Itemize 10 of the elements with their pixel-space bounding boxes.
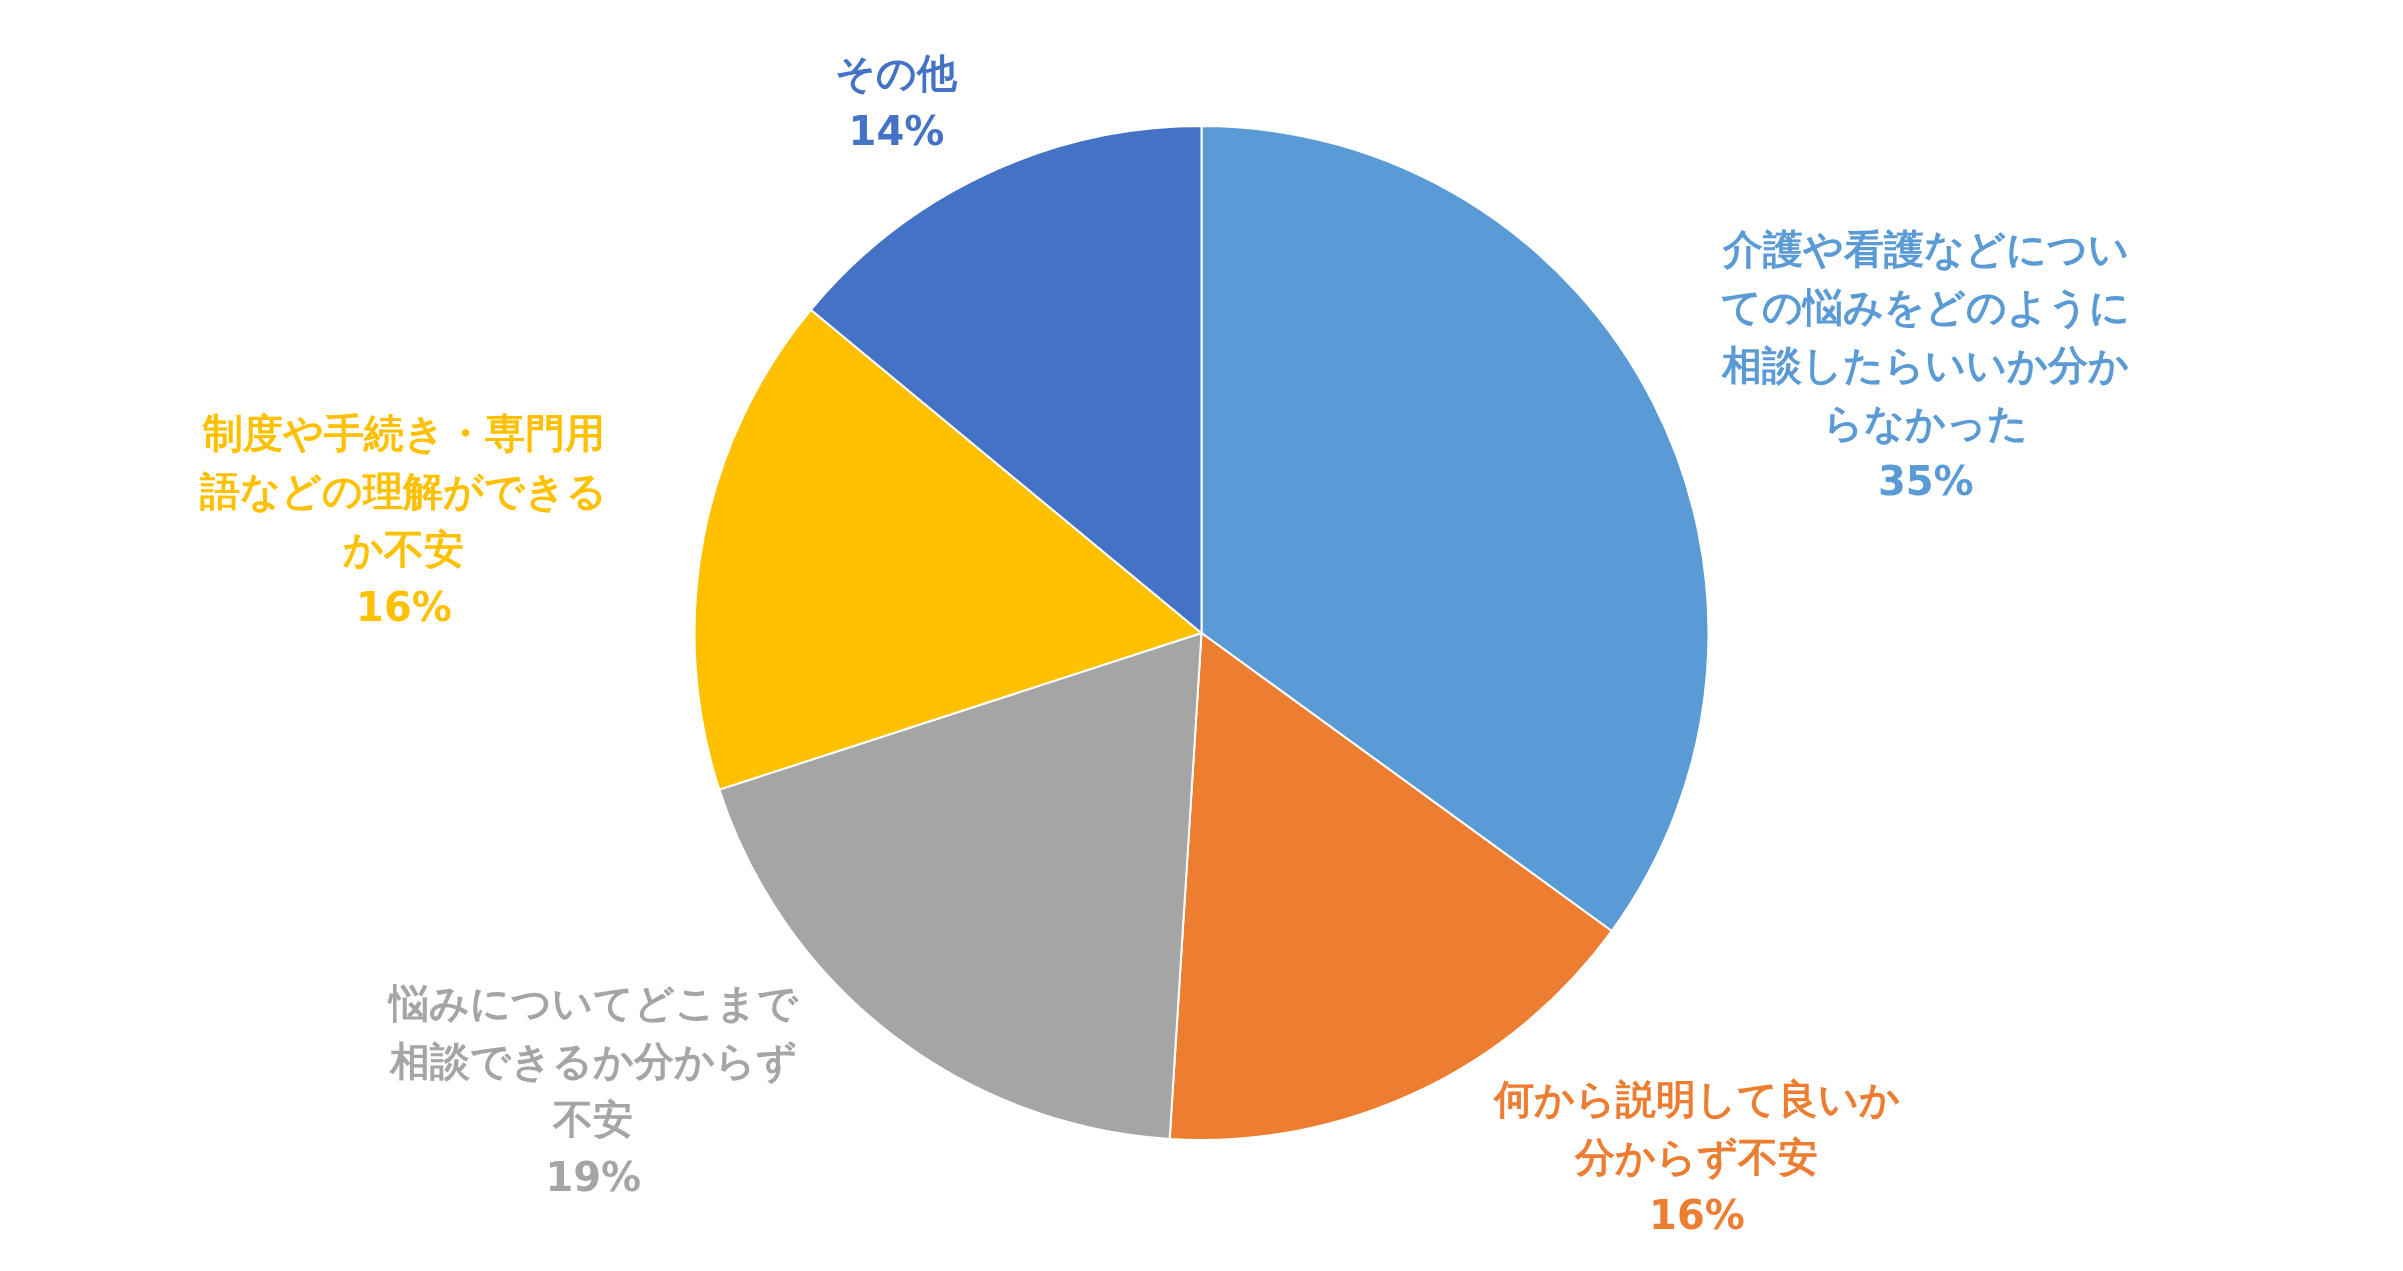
slice-label: その他 xyxy=(835,49,959,96)
data-label: 16% xyxy=(1649,1191,1745,1238)
data-label: 19% xyxy=(545,1154,642,1201)
slice-label: 何から説明して良いか分からず不安 xyxy=(1491,1075,1900,1181)
slice-label: 悩みについてどこまで相談できるか分からず不安 xyxy=(386,980,799,1143)
data-label: 35% xyxy=(1877,457,1974,504)
slice-label: 制度や手続き・専門用語などの理解ができるか不安 xyxy=(199,410,608,573)
data-label: 14% xyxy=(848,107,945,154)
slice-label: 介護や看護などについての悩みをどのように相談したらいいか分からなかった xyxy=(1721,225,2131,446)
data-label: 16% xyxy=(356,584,452,631)
